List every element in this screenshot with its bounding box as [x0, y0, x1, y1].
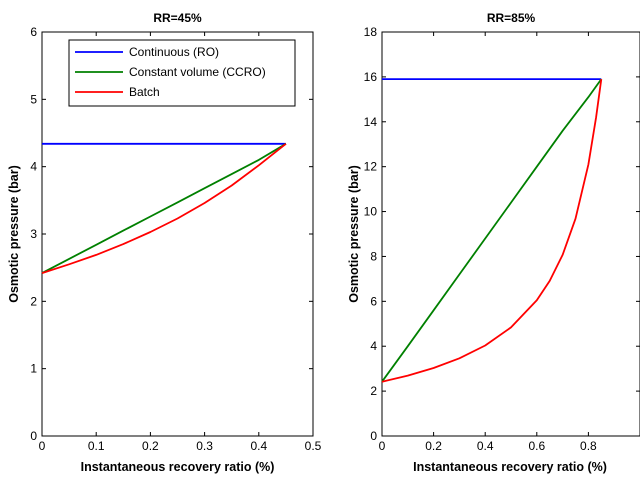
chart-1-series-constant-volume-ccro — [41, 143, 287, 274]
chart-2-ytick-label: 18 — [364, 25, 378, 39]
chart-1-ytick-label: 4 — [30, 160, 37, 174]
chart-1-ytick-label: 5 — [30, 92, 37, 106]
chart-2-xtick-label: 0 — [379, 439, 386, 453]
chart-1-xtick-label: 0 — [39, 439, 46, 453]
chart-2-xlabel: Instantaneous recovery ratio (%) — [413, 460, 607, 474]
chart-2-ytick-label: 2 — [370, 384, 377, 398]
chart-2-ytick-label: 16 — [364, 70, 378, 84]
chart-2-axes-frame — [381, 31, 640, 437]
chart-1-xtick-label: 0.4 — [250, 439, 267, 453]
chart-2-series-batch — [381, 78, 603, 383]
chart-1-xtick-label: 0.1 — [88, 439, 105, 453]
chart-2-xtick-label: 0.6 — [528, 439, 545, 453]
chart-1-ytick-label: 3 — [30, 227, 37, 241]
chart-2-xtick-label: 0.8 — [580, 439, 597, 453]
chart-2-xtick-label: 0.2 — [425, 439, 442, 453]
chart-2-ytick-label: 0 — [370, 429, 377, 443]
chart-2-ylabel: Osmotic pressure (bar) — [347, 165, 361, 303]
chart-1-xtick-label: 0.5 — [305, 439, 322, 453]
chart-1-legend-label: Continuous (RO) — [129, 45, 219, 59]
chart-1-title: RR=45% — [153, 11, 202, 25]
chart-1-xlabel: Instantaneous recovery ratio (%) — [81, 460, 275, 474]
chart-1-xtick-label: 0.3 — [196, 439, 213, 453]
chart-2-ytick-label: 6 — [370, 294, 377, 308]
chart-2-series-constant-volume-ccro — [381, 78, 603, 383]
chart-2-ytick-label: 12 — [364, 160, 378, 174]
chart-1-series-batch — [41, 143, 287, 274]
chart-2-ytick-label: 4 — [370, 339, 377, 353]
chart-2-xtick-label: 0.4 — [477, 439, 494, 453]
chart-1-xtick-label: 0.2 — [142, 439, 159, 453]
chart-2-ytick-label: 10 — [364, 205, 378, 219]
chart-1-ylabel: Osmotic pressure (bar) — [7, 165, 21, 303]
chart-1-ytick-label: 1 — [30, 362, 37, 376]
chart-1-legend-label: Constant volume (CCRO) — [129, 65, 266, 79]
chart-2-title: RR=85% — [487, 11, 536, 25]
chart-1-ytick-label: 2 — [30, 294, 37, 308]
chart-1-ytick-label: 6 — [30, 25, 37, 39]
chart-2-ytick-label: 8 — [370, 249, 377, 263]
chart-2-ytick-label: 14 — [364, 115, 378, 129]
chart-1-legend-box — [68, 39, 296, 107]
chart-1-legend-label: Batch — [129, 85, 160, 99]
chart-1-ytick-label: 0 — [30, 429, 37, 443]
